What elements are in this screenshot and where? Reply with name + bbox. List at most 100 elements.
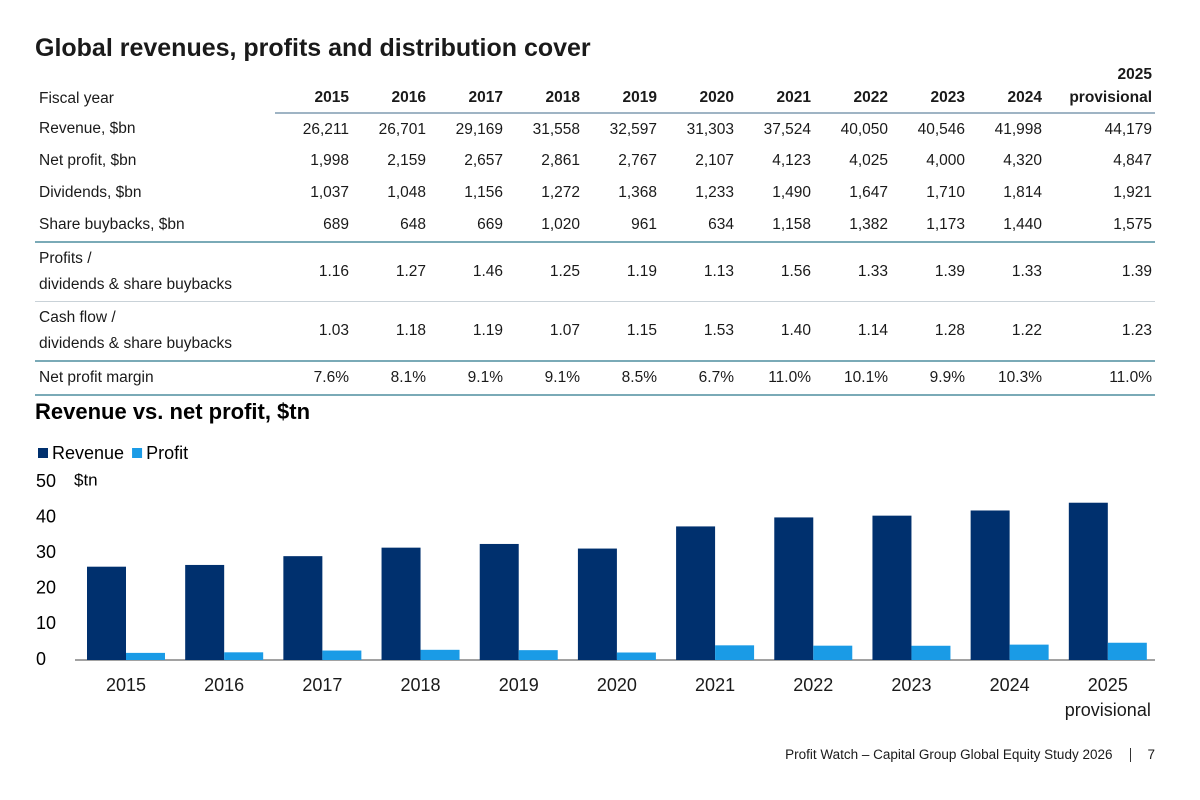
y-tick-label: 0 bbox=[36, 649, 46, 669]
footer: Profit Watch – Capital Group Global Equi… bbox=[785, 747, 1155, 762]
bar bbox=[911, 645, 951, 660]
header-cell: 2022 bbox=[814, 60, 891, 114]
cell: 2,861 bbox=[541, 152, 580, 169]
bar bbox=[1009, 644, 1049, 660]
y-tick-label: 50 bbox=[36, 471, 56, 491]
cell: 1.19 bbox=[583, 242, 660, 302]
cell: 1.40 bbox=[737, 301, 814, 362]
bar bbox=[224, 652, 264, 660]
cell: 1.46 bbox=[429, 242, 506, 302]
table-row: Share buybacks, $bn 689 648 669 1,020 961 634 1… bbox=[35, 209, 1155, 243]
x-tick-label: 2016 bbox=[204, 675, 245, 695]
row-label: Net profit margin bbox=[35, 361, 275, 396]
cell: 4,000 bbox=[926, 152, 965, 169]
bar bbox=[577, 548, 617, 660]
cell: 961 bbox=[583, 209, 660, 243]
cell: 1,575 bbox=[1045, 209, 1155, 243]
bar bbox=[479, 543, 519, 660]
cell: 32,597 bbox=[609, 120, 657, 138]
cell: 1.22 bbox=[968, 301, 1045, 362]
row-label: Share buybacks, $bn bbox=[35, 209, 275, 243]
cell: 1.03 bbox=[275, 301, 352, 362]
cell: 4,025 bbox=[849, 152, 888, 169]
cell: 1,710 bbox=[926, 184, 965, 201]
table-row: Net profit, $bn 1,998 2,159 2,657 2,861 2,767… bbox=[35, 145, 1155, 177]
cell: 1.14 bbox=[814, 301, 891, 362]
y-tick-label: 20 bbox=[36, 578, 56, 598]
cell: 1.56 bbox=[737, 242, 814, 302]
y-tick-label: 30 bbox=[36, 542, 56, 562]
cell: 1,037 bbox=[310, 184, 349, 201]
cell: 1.15 bbox=[583, 301, 660, 362]
cell: 1,647 bbox=[849, 184, 888, 201]
cell: 1.28 bbox=[891, 301, 968, 362]
bar bbox=[970, 510, 1010, 660]
header-cell: 2021 bbox=[737, 60, 814, 114]
cell: 1,173 bbox=[891, 209, 968, 243]
y-axis-label: $tn bbox=[74, 470, 98, 489]
cell: 634 bbox=[660, 209, 737, 243]
cell: 8.1% bbox=[352, 361, 429, 396]
y-tick-label: 10 bbox=[36, 613, 56, 633]
header-cell: 2023 bbox=[891, 60, 968, 114]
x-tick-label: 2020 bbox=[596, 675, 637, 695]
x-tick-label: 2024 bbox=[989, 675, 1030, 695]
cell: 1,368 bbox=[618, 184, 657, 201]
cell: 669 bbox=[429, 209, 506, 243]
cell: 9.1% bbox=[429, 361, 506, 396]
cell: 2,159 bbox=[387, 152, 426, 169]
cell: 2,767 bbox=[618, 152, 657, 169]
legend-swatch bbox=[132, 448, 143, 458]
cell: 1,490 bbox=[772, 184, 811, 201]
x-tick-label: 2017 bbox=[302, 675, 343, 695]
cell: 41,998 bbox=[994, 120, 1042, 138]
x-tick-label: 2018 bbox=[400, 675, 441, 695]
row-label: Net profit, $bn bbox=[39, 152, 137, 169]
cell: 2,107 bbox=[695, 152, 734, 169]
cell: 1,440 bbox=[968, 209, 1045, 243]
x-tick-label: 2015 bbox=[105, 675, 147, 695]
cell: 2,657 bbox=[464, 152, 503, 169]
bar bbox=[1107, 642, 1147, 660]
cell: 10.3% bbox=[968, 361, 1045, 396]
cell: 40,050 bbox=[840, 120, 888, 138]
bar bbox=[126, 652, 165, 660]
bar bbox=[322, 650, 362, 660]
table-row: Net profit margin 7.6% 8.1% 9.1% 9.1% 8.5% 6.7… bbox=[35, 361, 1155, 396]
table-row: Revenue, $bn 26,211 26,701 29,169 31,558 32,5… bbox=[35, 113, 1155, 145]
cell: 26,701 bbox=[378, 120, 426, 138]
table-row: Profits / dividends & share buybacks 1.16… bbox=[35, 242, 1155, 302]
bar bbox=[381, 547, 421, 660]
cell: 648 bbox=[352, 209, 429, 243]
x-tick-label: 2022 bbox=[793, 675, 834, 695]
cell: 1,382 bbox=[814, 209, 891, 243]
cell: 9.1% bbox=[506, 361, 583, 396]
row-label: Profits / dividends & share buybacks bbox=[35, 242, 275, 302]
table-row: Cash flow / dividends & share buybacks 1.… bbox=[35, 301, 1155, 362]
cell: 1,814 bbox=[1003, 184, 1042, 201]
legend-swatch bbox=[38, 448, 48, 458]
cell: 1.33 bbox=[814, 242, 891, 302]
cell: 1.33 bbox=[968, 242, 1045, 302]
bar bbox=[676, 526, 716, 660]
cell: 8.5% bbox=[583, 361, 660, 396]
cell: 4,320 bbox=[1003, 152, 1042, 169]
header-cell: 2015 bbox=[275, 60, 352, 114]
cell: 4,123 bbox=[772, 152, 811, 169]
cell: 31,558 bbox=[532, 120, 580, 138]
cell: 1,921 bbox=[1113, 184, 1152, 201]
separator bbox=[1130, 748, 1132, 762]
header-row: Fiscal year 2015 2016 2017 2018 2019 2020 2021 2… bbox=[35, 60, 1155, 114]
x-tick-label: 2025 provisional bbox=[1064, 675, 1151, 720]
cell: 1,158 bbox=[737, 209, 814, 243]
bar bbox=[872, 515, 912, 660]
page-number: 7 bbox=[1147, 747, 1155, 762]
footer-text: Profit Watch – Capital Group Global Equi… bbox=[785, 747, 1113, 762]
bar bbox=[185, 564, 225, 660]
row-label: Revenue, $bn bbox=[39, 120, 136, 137]
cell: 1.18 bbox=[352, 301, 429, 362]
cell: 1.23 bbox=[1045, 301, 1155, 362]
cell: 1.07 bbox=[506, 301, 583, 362]
cell: 1.25 bbox=[506, 242, 583, 302]
